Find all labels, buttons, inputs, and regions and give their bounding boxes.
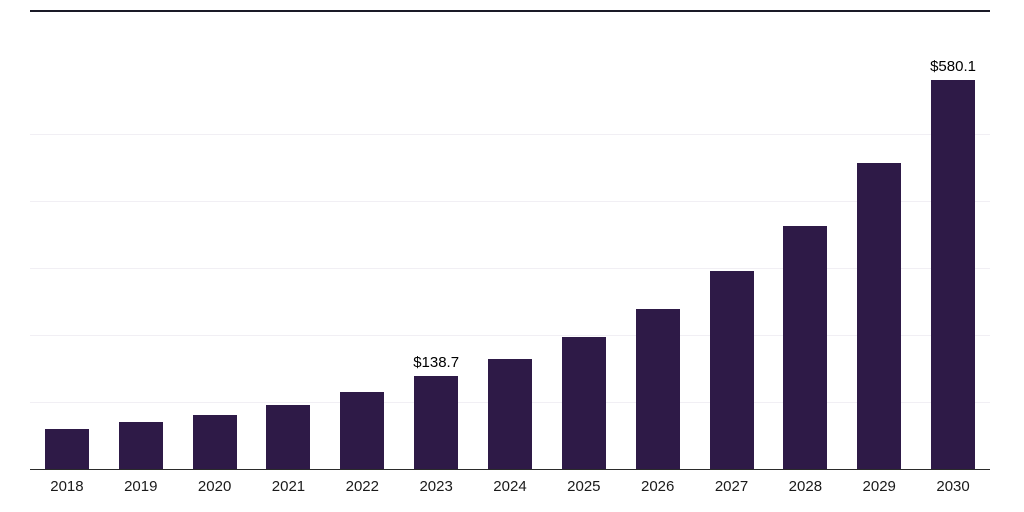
bar-2020 (192, 415, 237, 469)
x-tick-2028: 2028 (788, 478, 823, 495)
x-axis-labels: 2018 2019 2020 2021 2022 2023 2024 2025 2026 2027… (30, 478, 990, 495)
bar-column-2020 (178, 10, 252, 469)
x-axis-line (30, 469, 990, 470)
bar-2023 (414, 376, 459, 469)
bar-2022 (340, 391, 385, 469)
bar-2019 (118, 422, 163, 469)
bar-2028 (783, 226, 828, 469)
bar-column-2022 (325, 10, 399, 469)
gridline (30, 334, 990, 336)
bar-2026 (635, 309, 680, 469)
bar-2025 (561, 336, 606, 469)
x-tick-2030: 2030 (936, 478, 970, 495)
bars-container: $138.7 $580.1 (30, 10, 990, 469)
gridline (30, 200, 990, 202)
bar-2018 (44, 428, 89, 469)
bar-column-2026 (621, 10, 695, 469)
bar-column-2025 (547, 10, 621, 469)
x-tick-2024: 2024 (493, 478, 527, 495)
bar-column-2030: $580.1 (916, 10, 990, 469)
x-tick-2022: 2022 (345, 478, 379, 495)
gridline (30, 267, 990, 269)
x-tick-2025: 2025 (567, 478, 601, 495)
bar-column-2019 (104, 10, 178, 469)
x-tick-2023: 2023 (419, 478, 453, 495)
x-tick-2019: 2019 (124, 478, 158, 495)
bar-column-2018 (30, 10, 104, 469)
bar-2027 (709, 271, 754, 469)
x-tick-2018: 2018 (50, 478, 84, 495)
plot-area: $138.7 $580.1 (30, 10, 990, 470)
bar-2030 (931, 80, 976, 469)
bar-column-2023: $138.7 (399, 10, 473, 469)
gridline (30, 133, 990, 135)
bar-2029 (857, 163, 902, 469)
bar-column-2028 (768, 10, 842, 469)
bar-column-2021 (252, 10, 326, 469)
bar-column-2024 (473, 10, 547, 469)
x-tick-2026: 2026 (640, 478, 675, 495)
bar-column-2029 (842, 10, 916, 469)
bar-value-label: $138.7 (413, 354, 460, 371)
bar-column-2027 (695, 10, 769, 469)
x-tick-2020: 2020 (197, 478, 232, 495)
bar-2024 (487, 359, 532, 469)
bar-value-label: $580.1 (930, 58, 976, 76)
chart-top-border (30, 10, 990, 12)
x-tick-2027: 2027 (714, 478, 749, 495)
x-tick-2029: 2029 (862, 478, 896, 495)
x-tick-2021: 2021 (271, 478, 306, 495)
bar-2021 (266, 405, 311, 469)
